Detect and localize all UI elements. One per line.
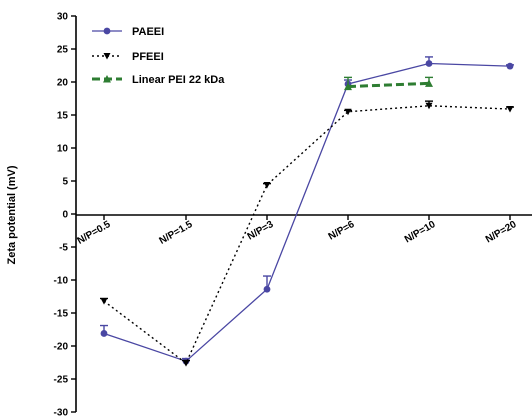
legend-item-2: Linear PEI 22 kDa: [92, 74, 225, 86]
series-line: [347, 81, 430, 89]
y-tick-label: 25: [57, 45, 69, 56]
data-point: [425, 60, 433, 67]
x-tick-label: N/P=3: [246, 219, 276, 243]
data-point: [100, 298, 108, 305]
series-0: [100, 56, 514, 365]
legend-label: PAEEI: [132, 26, 164, 38]
series-2: [344, 76, 433, 91]
y-tick-label: -5: [59, 243, 68, 254]
data-point: [506, 62, 514, 70]
y-tick-label: -20: [54, 342, 69, 353]
legend: PAEEI PFEEI Linear PEI 22 kDa: [92, 26, 225, 86]
y-axis-title: Zeta potential (mV): [6, 165, 18, 264]
data-point: [182, 360, 190, 367]
legend-label: PFEEI: [132, 51, 164, 63]
y-tick-label: -10: [54, 276, 69, 287]
y-ticks: 30 25 20 15 10 5 0 -5 -10 -15 -20 -25 -30: [54, 12, 76, 419]
legend-swatch-marker: [103, 53, 111, 60]
data-point: [263, 285, 271, 293]
y-tick-label: -25: [54, 375, 69, 386]
data-point: [506, 106, 514, 113]
legend-item-0: PAEEI: [92, 26, 164, 38]
y-tick-label: -15: [54, 309, 69, 320]
data-point: [425, 79, 433, 87]
data-point: [344, 82, 352, 91]
x-tick-label: N/P=6: [327, 219, 357, 243]
series-line: [103, 62, 511, 362]
data-point: [425, 102, 433, 110]
x-tick-label: N/P=10: [403, 219, 438, 246]
data-point: [263, 181, 271, 189]
legend-label: Linear PEI 22 kDa: [132, 74, 225, 86]
series-line: [103, 105, 511, 365]
y-tick-label: 10: [57, 144, 69, 155]
series-layer: [100, 56, 514, 367]
x-tick-label: N/P=0.5: [75, 219, 112, 247]
x-tick-label: N/P=20: [484, 219, 519, 246]
y-tick-label: 5: [62, 177, 68, 188]
x-ticks: N/P=0.5 N/P=1.5 N/P=3 N/P=6 N/P=10 N/P=20: [75, 215, 519, 247]
y-tick-label: 15: [57, 111, 69, 122]
y-tick-label: -30: [54, 408, 69, 419]
y-tick-label: 0: [62, 210, 68, 221]
data-point: [100, 330, 108, 337]
legend-swatch-marker: [103, 27, 111, 35]
data-point: [344, 108, 352, 116]
legend-item-1: PFEEI: [92, 51, 164, 63]
x-tick-label: N/P=1.5: [157, 219, 194, 247]
y-tick-label: 20: [57, 78, 69, 89]
series-1: [100, 100, 514, 367]
legend-swatch-marker: [103, 75, 111, 83]
y-tick-label: 30: [57, 12, 69, 23]
